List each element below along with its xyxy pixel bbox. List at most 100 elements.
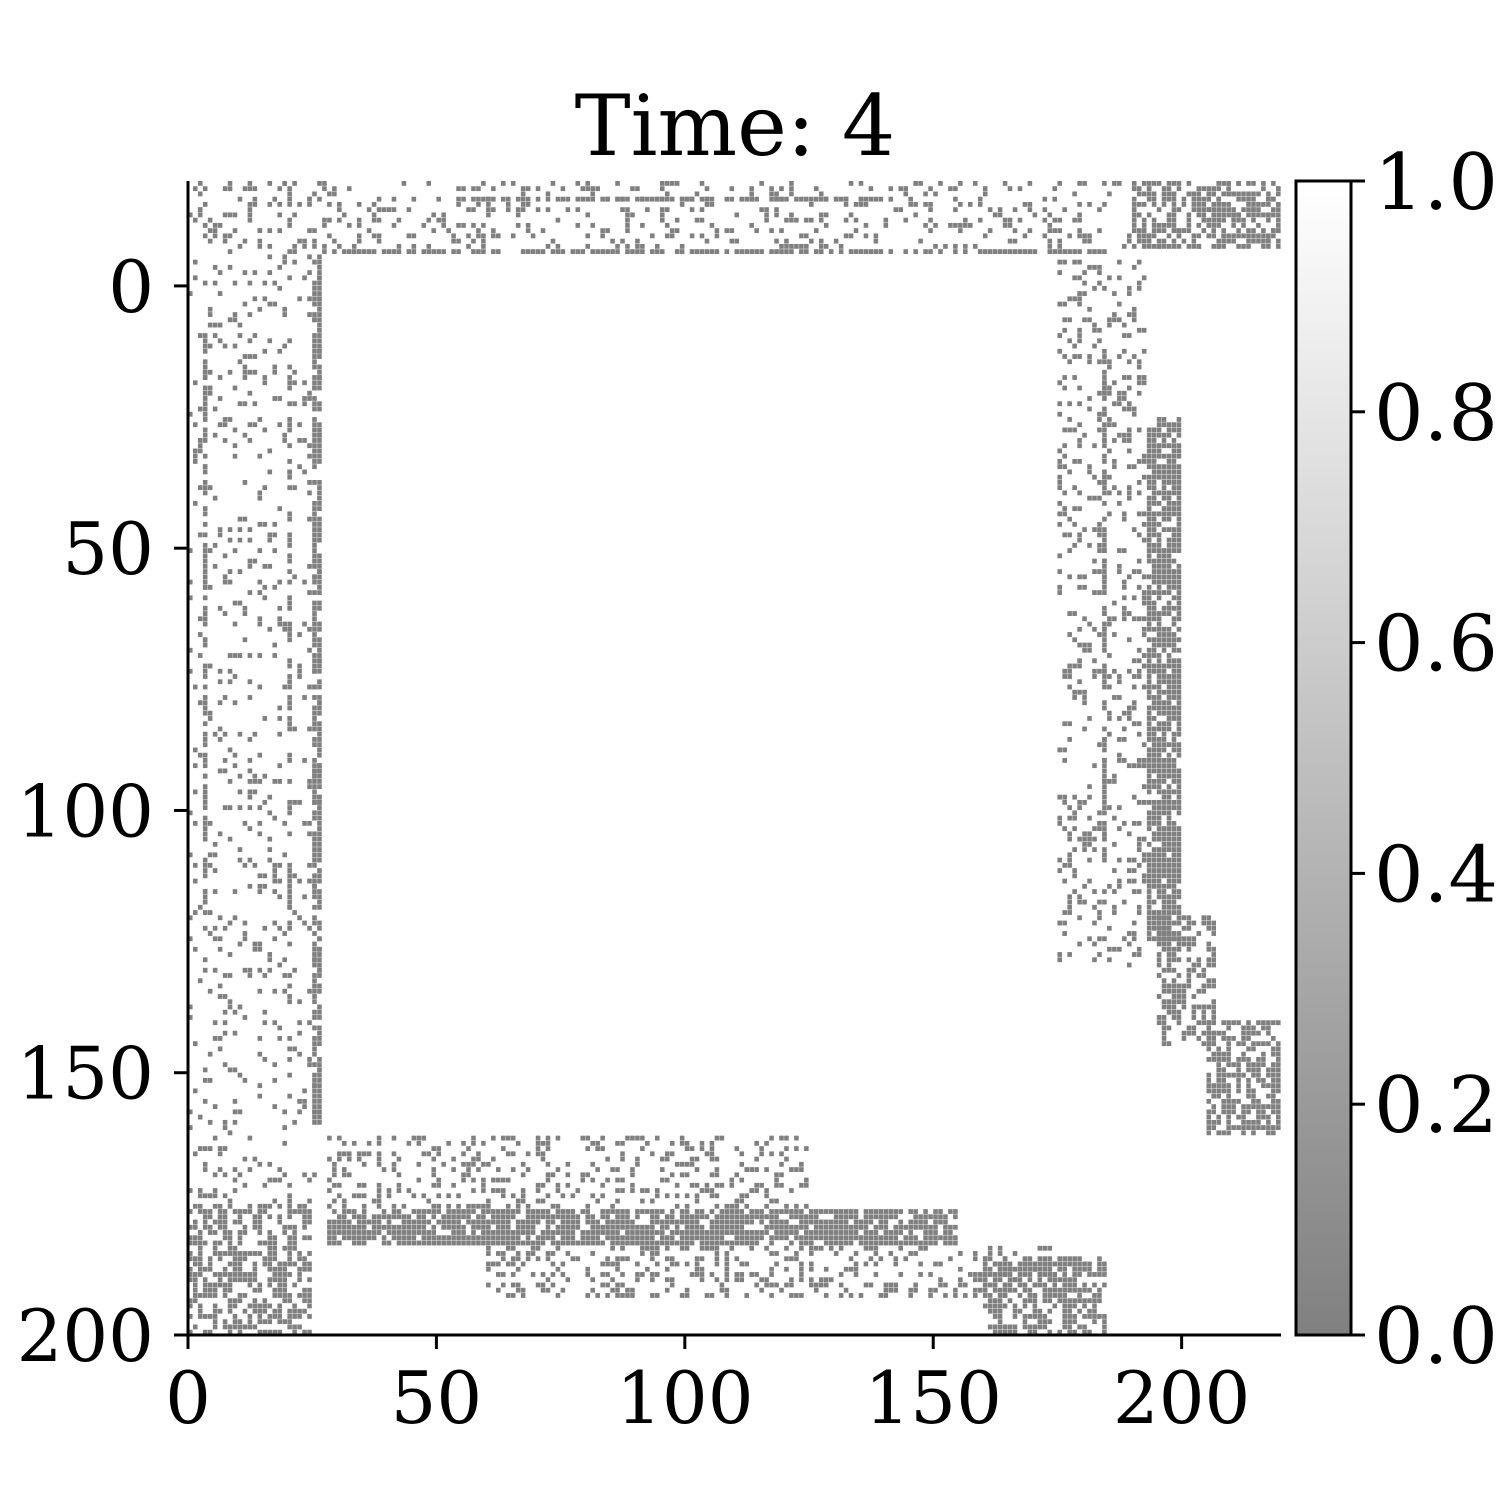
heatmap-cell (406, 1188, 412, 1193)
heatmap-cell (188, 1224, 193, 1230)
heatmap-cell (1067, 233, 1072, 239)
heatmap-cell (356, 1240, 362, 1246)
heatmap-cell (277, 862, 282, 868)
heatmap-cell (833, 1214, 839, 1220)
heatmap-cell (1156, 521, 1162, 527)
heatmap-cell (625, 1235, 630, 1241)
heatmap-cell (1067, 516, 1072, 522)
heatmap-cell (267, 957, 273, 963)
heatmap-cell (476, 233, 481, 239)
heatmap-cell (1226, 186, 1231, 192)
heatmap-cell (734, 1272, 740, 1277)
heatmap-cell (202, 710, 208, 716)
heatmap-cell (317, 1067, 322, 1073)
heatmap-cell (262, 375, 268, 380)
heatmap-cell (640, 1272, 645, 1277)
heatmap-cell (282, 1282, 287, 1288)
heatmap-cell (600, 1193, 605, 1199)
heatmap-cell (252, 270, 258, 275)
heatmap-cell (953, 1293, 958, 1298)
heatmap-cell (659, 196, 665, 202)
heatmap-cell (1161, 889, 1167, 894)
heatmap-cell (719, 1214, 725, 1220)
heatmap-cell (1067, 674, 1072, 679)
heatmap-cell (396, 249, 402, 255)
heatmap-cell (317, 296, 322, 302)
heatmap-cell (868, 1235, 874, 1241)
heatmap-cell (317, 1036, 322, 1041)
heatmap-cell (1012, 249, 1018, 255)
heatmap-cell (694, 1256, 700, 1262)
heatmap-cell (1166, 658, 1172, 664)
heatmap-cell (1146, 527, 1152, 533)
heatmap-cell (1161, 186, 1167, 192)
heatmap-cell (287, 899, 292, 905)
heatmap-cell (1047, 238, 1053, 244)
heatmap-cell (1136, 285, 1142, 291)
heatmap-cell (535, 1182, 541, 1188)
heatmap-cell (739, 1277, 745, 1283)
heatmap-cell (674, 217, 680, 223)
heatmap-cell (307, 988, 312, 994)
heatmap-cell (312, 862, 317, 868)
heatmap-cell (461, 1224, 466, 1230)
heatmap-cell (510, 1256, 516, 1262)
heatmap-cell (1161, 778, 1167, 784)
heatmap-cell (1266, 191, 1271, 197)
heatmap-cell (202, 427, 208, 433)
heatmap-cell (267, 448, 273, 454)
heatmap-cell (486, 1230, 491, 1235)
heatmap-cell (242, 301, 248, 307)
heatmap-cell (297, 238, 302, 244)
heatmap-cell (674, 1193, 680, 1199)
heatmap-cell (605, 1256, 610, 1262)
heatmap-cell (406, 1230, 412, 1235)
heatmap-cell (312, 291, 317, 296)
heatmap-cell (505, 1293, 511, 1298)
heatmap-cell (774, 207, 779, 213)
heatmap-cell (1166, 841, 1172, 847)
heatmap-cell (674, 1161, 680, 1167)
heatmap-cell (1186, 228, 1192, 234)
heatmap-cell (217, 946, 223, 952)
heatmap-cell (1141, 600, 1147, 606)
heatmap-cell (1062, 1324, 1067, 1330)
heatmap-cell (317, 369, 322, 375)
heatmap-cell (212, 1203, 218, 1209)
heatmap-cell (1161, 632, 1167, 637)
heatmap-cell (202, 579, 208, 585)
heatmap-cell (217, 1308, 223, 1314)
heatmap-cell (1251, 212, 1256, 218)
heatmap-cell (272, 1272, 278, 1277)
heatmap-cell (813, 1219, 819, 1225)
heatmap-cell (1047, 1329, 1053, 1335)
heatmap-cell (391, 1167, 397, 1172)
heatmap-cell (287, 1209, 292, 1214)
heatmap-cell (565, 1214, 571, 1220)
heatmap-cell (977, 1272, 983, 1277)
heatmap-cell (451, 1182, 456, 1188)
heatmap-cell (1151, 778, 1157, 784)
heatmap-cell (496, 1177, 501, 1183)
heatmap-cell (287, 1072, 292, 1078)
heatmap-cell (1007, 1266, 1013, 1272)
heatmap-cell (1092, 1308, 1097, 1314)
heatmap-cell (520, 186, 526, 192)
heatmap-cell (192, 910, 198, 915)
heatmap-cell (1151, 196, 1157, 202)
heatmap-cell (515, 212, 521, 218)
heatmap-cell (1261, 228, 1266, 234)
heatmap-cell (1206, 191, 1212, 197)
heatmap-cell (1112, 778, 1117, 784)
heatmap-cell (212, 1219, 218, 1225)
heatmap-cell (188, 1251, 193, 1256)
heatmap-cell (1077, 291, 1082, 296)
heatmap-cell (232, 700, 238, 706)
heatmap-cell (486, 1235, 491, 1241)
heatmap-cell (287, 579, 292, 585)
heatmap-cell (724, 1251, 730, 1256)
heatmap-cell (257, 1219, 263, 1225)
heatmap-cell (1052, 196, 1058, 202)
heatmap-cell (237, 516, 243, 522)
heatmap-cell (312, 574, 317, 580)
